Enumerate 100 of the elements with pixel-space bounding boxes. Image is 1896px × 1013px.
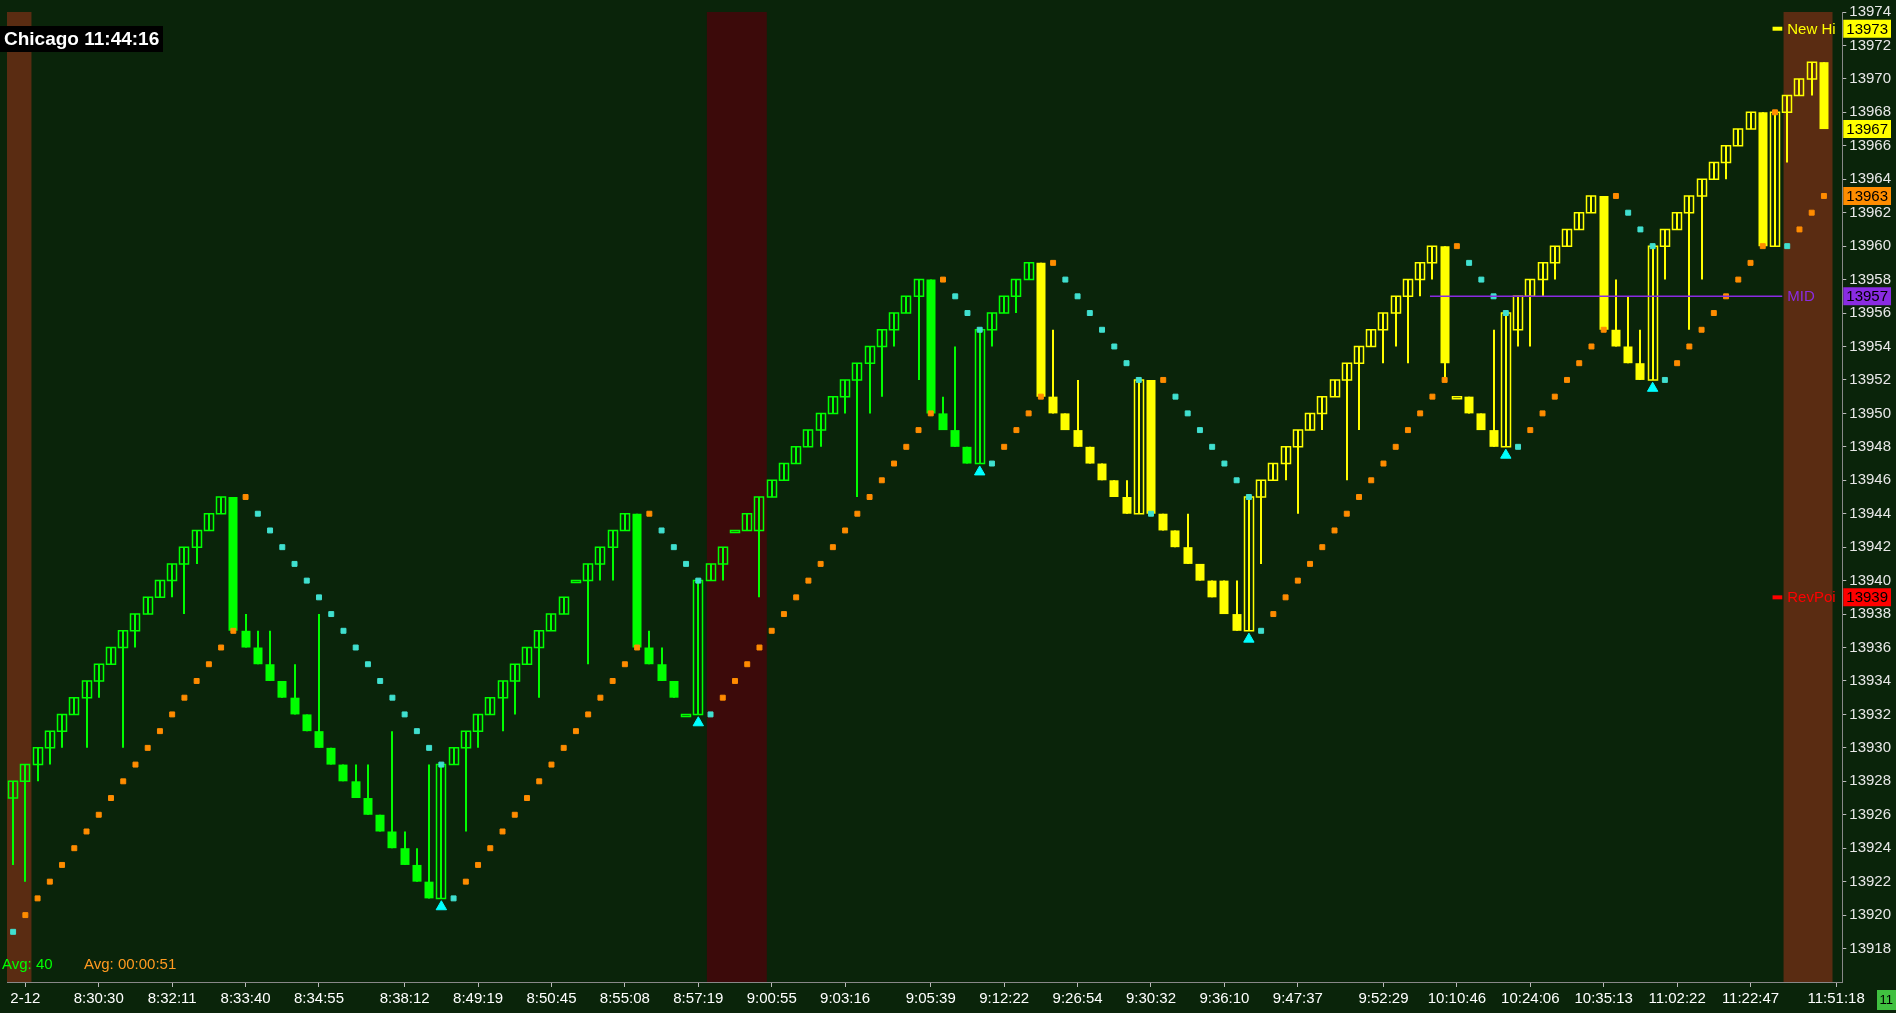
candlestick (1585, 194, 1597, 214)
candlestick (1561, 228, 1573, 248)
point (1233, 477, 1240, 484)
y-tick-label: 13940 (1849, 570, 1892, 588)
point (1661, 376, 1668, 383)
point (303, 577, 310, 584)
y-tick-label: 13930 (1849, 738, 1892, 755)
point (316, 594, 322, 601)
candlestick (1377, 312, 1389, 365)
point (1625, 209, 1632, 216)
y-tick-label: 13938 (1849, 604, 1892, 622)
point (1258, 627, 1265, 634)
x-tick-label: 9:47:37 (1272, 989, 1323, 1007)
candlestick (582, 562, 594, 666)
y-tick-label: 13954 (1849, 336, 1892, 354)
x-tick-label: 10:10:46 (1427, 989, 1487, 1007)
point (1646, 381, 1659, 392)
x-tick-label: 8:32:11 (147, 989, 197, 1007)
candlestick (117, 629, 129, 749)
point (328, 611, 335, 618)
candlestick (166, 562, 178, 599)
point (952, 293, 959, 300)
candlestick (142, 596, 154, 616)
candlestick (741, 512, 753, 532)
candlestick (435, 763, 447, 900)
candlestick (44, 730, 56, 766)
y-tick-label: 13966 (1849, 135, 1892, 153)
point (291, 560, 298, 567)
point (254, 510, 261, 517)
ref-line-label: New Hi (1787, 19, 1836, 37)
point (340, 627, 347, 634)
candlestick (1280, 445, 1292, 482)
candlestick (1133, 378, 1145, 515)
point (974, 465, 986, 476)
candlestick (412, 847, 422, 883)
candlestick (1537, 261, 1549, 298)
point (683, 560, 690, 567)
candlestick (1769, 111, 1781, 248)
candlestick (1683, 194, 1695, 331)
candlestick (1048, 328, 1058, 415)
candlestick (1623, 295, 1633, 365)
candlestick (1353, 345, 1365, 432)
candlestick (32, 746, 44, 783)
candlestick (1611, 278, 1621, 348)
candlestick (1073, 378, 1083, 448)
candlestick (521, 646, 533, 666)
x-tick-label: 8:57:19 (673, 989, 724, 1007)
point (670, 544, 677, 551)
point (1099, 326, 1106, 333)
candlestick (129, 613, 141, 649)
point (1209, 443, 1216, 450)
candlestick (998, 295, 1010, 315)
candlestick (424, 763, 434, 900)
candlestick (253, 629, 263, 666)
point (1649, 243, 1656, 250)
candlestick (1010, 278, 1022, 315)
candlestick (1635, 328, 1645, 381)
candlestick (1341, 362, 1353, 482)
y-tick-label: 13958 (1849, 269, 1892, 287)
point (1135, 376, 1142, 383)
y-tick-label: 13928 (1849, 771, 1892, 789)
point (964, 310, 971, 317)
candlestick (1745, 111, 1757, 131)
candlestick (68, 696, 80, 716)
candlestick (717, 546, 729, 582)
x-tick-label: 9:30:32 (1125, 989, 1177, 1007)
y-tick-label: 13926 (1849, 804, 1892, 822)
text: Chicago 11:44:16 (0, 26, 164, 52)
y-tick-label: 13964 (1849, 169, 1892, 187)
y-tick-label: 13918 (1849, 938, 1892, 956)
point (1637, 226, 1644, 233)
text: 13963 (1846, 187, 1889, 205)
candlestick (154, 579, 166, 599)
y-tick-label: 13934 (1849, 671, 1892, 689)
point (352, 644, 359, 651)
x-tick-label: 9:00:55 (746, 989, 797, 1007)
candlestick (558, 596, 570, 616)
candlestick (1671, 211, 1683, 231)
x-tick-label: 8:50:45 (526, 989, 577, 1007)
candlestick (876, 328, 888, 398)
x-tick-label: 8:38:12 (379, 989, 430, 1007)
point (1111, 343, 1118, 350)
candlestick (1267, 462, 1279, 482)
candlestick (191, 529, 203, 565)
candlestick (1549, 245, 1561, 281)
point (1478, 276, 1485, 283)
candlestick (1329, 378, 1341, 398)
candlestick (265, 629, 275, 682)
candlestick (900, 295, 912, 315)
candlestick (1659, 228, 1671, 281)
candlestick (1573, 211, 1585, 231)
candlestick (19, 763, 31, 883)
candlestick (938, 395, 948, 432)
candlestick (1243, 496, 1255, 632)
x-tick-label: 9:05:39 (905, 989, 956, 1007)
x-tick-label: 10:35:13 (1574, 989, 1633, 1007)
x-tick-label: 9:26:54 (1052, 989, 1103, 1007)
candlestick (705, 562, 717, 582)
y-tick-label: 13960 (1849, 236, 1892, 254)
point (1074, 293, 1081, 300)
